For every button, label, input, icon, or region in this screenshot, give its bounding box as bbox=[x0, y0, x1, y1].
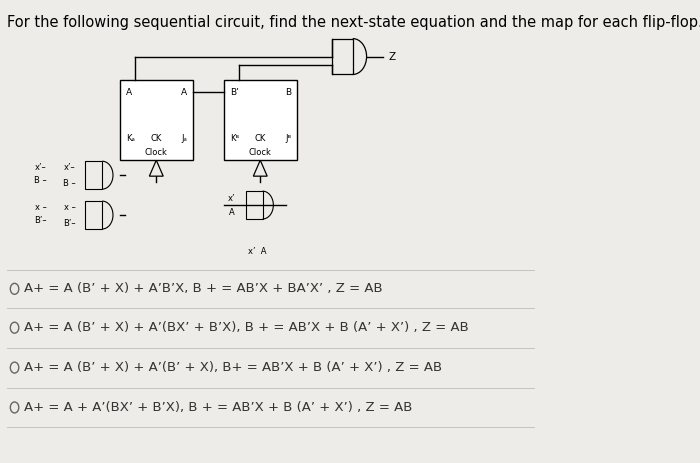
Bar bbox=[332, 38, 353, 75]
Text: B: B bbox=[285, 88, 291, 97]
Text: x’: x’ bbox=[228, 194, 234, 203]
Text: B’: B’ bbox=[230, 88, 239, 97]
Text: x –: x – bbox=[64, 203, 76, 212]
Text: Clock: Clock bbox=[145, 148, 168, 157]
Text: CK: CK bbox=[255, 134, 266, 143]
Text: x’–: x’– bbox=[64, 163, 76, 172]
Bar bbox=[246, 191, 262, 219]
Text: A: A bbox=[181, 88, 187, 97]
Text: B’–: B’– bbox=[34, 216, 47, 225]
Text: B’–: B’– bbox=[63, 219, 76, 227]
Polygon shape bbox=[253, 160, 267, 176]
Bar bbox=[224, 81, 298, 160]
Text: A+ = A + A’(BX’ + B’X), B + = AB’X + B (A’ + X’) , Z = AB: A+ = A + A’(BX’ + B’X), B + = AB’X + B (… bbox=[24, 401, 412, 414]
Text: For the following sequential circuit, find the next-state equation and the map f: For the following sequential circuit, fi… bbox=[7, 15, 700, 30]
Text: A: A bbox=[229, 207, 234, 217]
Bar bbox=[85, 201, 102, 229]
Text: Kᴮ: Kᴮ bbox=[230, 134, 239, 143]
Text: CK: CK bbox=[150, 134, 162, 143]
Text: Z: Z bbox=[389, 51, 396, 62]
Text: A: A bbox=[126, 88, 132, 97]
Text: B –: B – bbox=[63, 179, 76, 188]
Text: x’  A: x’ A bbox=[248, 247, 267, 256]
Text: A+ = A (B’ + X) + A’(BX’ + B’X), B + = AB’X + B (A’ + X’) , Z = AB: A+ = A (B’ + X) + A’(BX’ + B’X), B + = A… bbox=[24, 321, 468, 334]
Text: A+ = A (B’ + X) + A’(B’ + X), B+ = AB’X + B (A’ + X’) , Z = AB: A+ = A (B’ + X) + A’(B’ + X), B+ = AB’X … bbox=[24, 361, 442, 374]
Text: A+ = A (B’ + X) + A’B’X, B + = AB’X + BA’X’ , Z = AB: A+ = A (B’ + X) + A’B’X, B + = AB’X + BA… bbox=[24, 282, 382, 295]
Text: Clock: Clock bbox=[248, 148, 272, 157]
Text: B –: B – bbox=[34, 175, 47, 185]
Text: Kₐ: Kₐ bbox=[126, 134, 135, 143]
Bar bbox=[120, 81, 193, 160]
Bar bbox=[85, 161, 102, 189]
Text: Jₐ: Jₐ bbox=[181, 134, 187, 143]
Text: x’–: x’– bbox=[35, 163, 47, 172]
Polygon shape bbox=[149, 160, 163, 176]
Text: x –: x – bbox=[35, 203, 47, 212]
Text: Jᴮ: Jᴮ bbox=[285, 134, 291, 143]
